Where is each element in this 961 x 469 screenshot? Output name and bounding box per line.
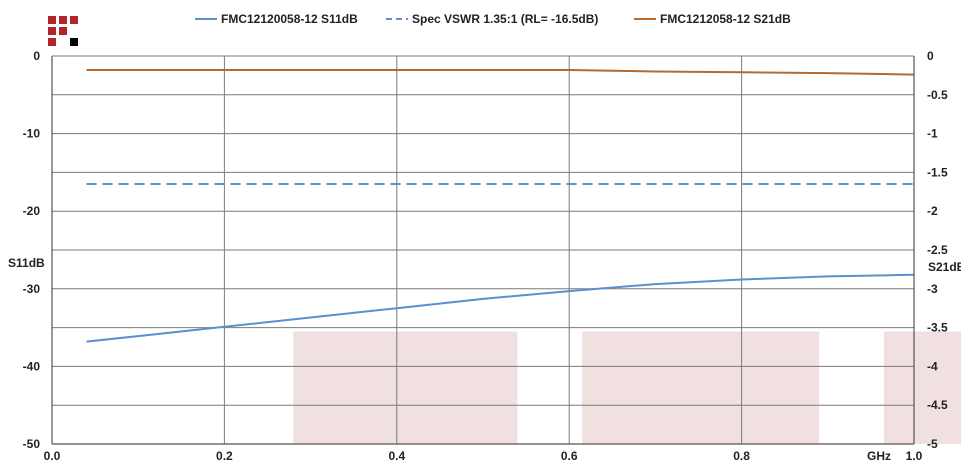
series-lines: [86, 69, 915, 343]
y-left-tick-label: -20: [23, 204, 41, 218]
logo-square: [59, 27, 67, 35]
series-line: [86, 69, 915, 76]
y-right-tick-label: -3.5: [927, 321, 948, 335]
x-tick-label: 1.0: [906, 449, 923, 463]
logo-square: [70, 38, 78, 46]
logo-square: [59, 16, 67, 24]
logo-square: [48, 38, 56, 46]
logo-square: [48, 27, 56, 35]
y-left-tick-label: -50: [23, 437, 41, 451]
y-right-tick-label: -4.5: [927, 398, 948, 412]
y-right-tick-label: -2.5: [927, 243, 948, 257]
y-left-tick-label: -30: [23, 282, 41, 296]
legend: FMC12120058-12 S11dB Spec VSWR 1.35:1 (RL…: [195, 12, 791, 26]
y-left-tick-label: -10: [23, 127, 41, 141]
brand-logo-icon: [48, 16, 80, 48]
y-axis-left-label: S11dB: [8, 256, 45, 270]
y-right-tick-label: -5: [927, 437, 938, 451]
y-right-tick-label: -1.5: [927, 165, 948, 179]
legend-entry: FMC12120058-12 S11dB: [221, 12, 358, 26]
y-right-tick-label: -3: [927, 282, 938, 296]
logo-square: [48, 16, 56, 24]
x-tick-label: 0.2: [216, 449, 233, 463]
axes: 0.0 0.2 0.4 0.6 0.8 1.0 0 -10 -20 -30 -40 -50 0 -0.5 -…: [8, 49, 961, 463]
x-tick-label: 0.8: [733, 449, 750, 463]
y-right-tick-label: -4: [927, 359, 938, 373]
x-axis-label: GHz: [867, 449, 891, 463]
y-axis-right-label: S21dB: [928, 260, 961, 274]
x-tick-label: 0.4: [388, 449, 405, 463]
legend-entry: FMC1212058-12 S21dB: [660, 12, 791, 26]
y-left-tick-label: -40: [23, 359, 41, 373]
y-right-tick-label: -1: [927, 127, 938, 141]
shaded-region: [582, 331, 820, 444]
x-tick-label: 0.0: [44, 449, 61, 463]
logo-square: [70, 16, 78, 24]
y-right-tick-label: -0.5: [927, 88, 948, 102]
x-tick-label: 0.6: [561, 449, 578, 463]
y-right-tick-label: -2: [927, 204, 938, 218]
legend-entry: Spec VSWR 1.35:1 (RL= -16.5dB): [412, 12, 598, 26]
shaded-regions: [293, 331, 961, 444]
y-right-tick-label: 0: [927, 49, 934, 63]
shaded-region: [883, 331, 961, 444]
series-line: [86, 273, 915, 343]
shaded-region: [293, 331, 518, 444]
y-left-tick-label: 0: [33, 49, 40, 63]
